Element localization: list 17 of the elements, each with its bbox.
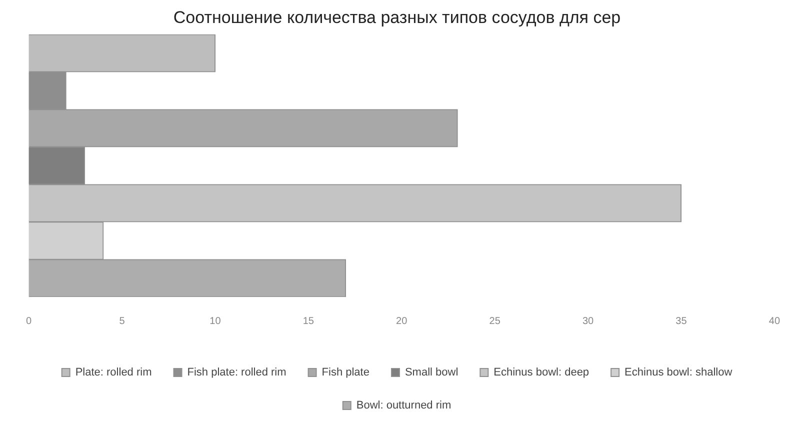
x-tick-label: 5 [119,316,126,327]
legend-label: Plate: rolled rim [75,366,152,379]
x-tick-label: 30 [582,316,594,327]
legend-label: Echinus bowl: deep [494,366,590,379]
x-tick-label: 0 [26,316,32,327]
x-tick-label: 25 [489,316,501,327]
x-tick-label: 10 [210,316,222,327]
legend-label: Bowl: outturned rim [356,400,452,412]
x-tick-label: 35 [676,316,688,327]
legend-label: Small bowl [404,366,458,379]
legend-label: Fish plate: rolled rim [187,366,286,379]
legend-label: Echinus bowl: shallow [624,366,732,379]
text: Соотношение количества разных типов сосудов для сер [173,8,621,27]
x-tick-label: 15 [302,316,314,327]
x-tick-label: 40 [768,316,780,327]
legend-label: Fish plate [322,366,370,379]
x-tick-label: 20 [396,316,408,327]
